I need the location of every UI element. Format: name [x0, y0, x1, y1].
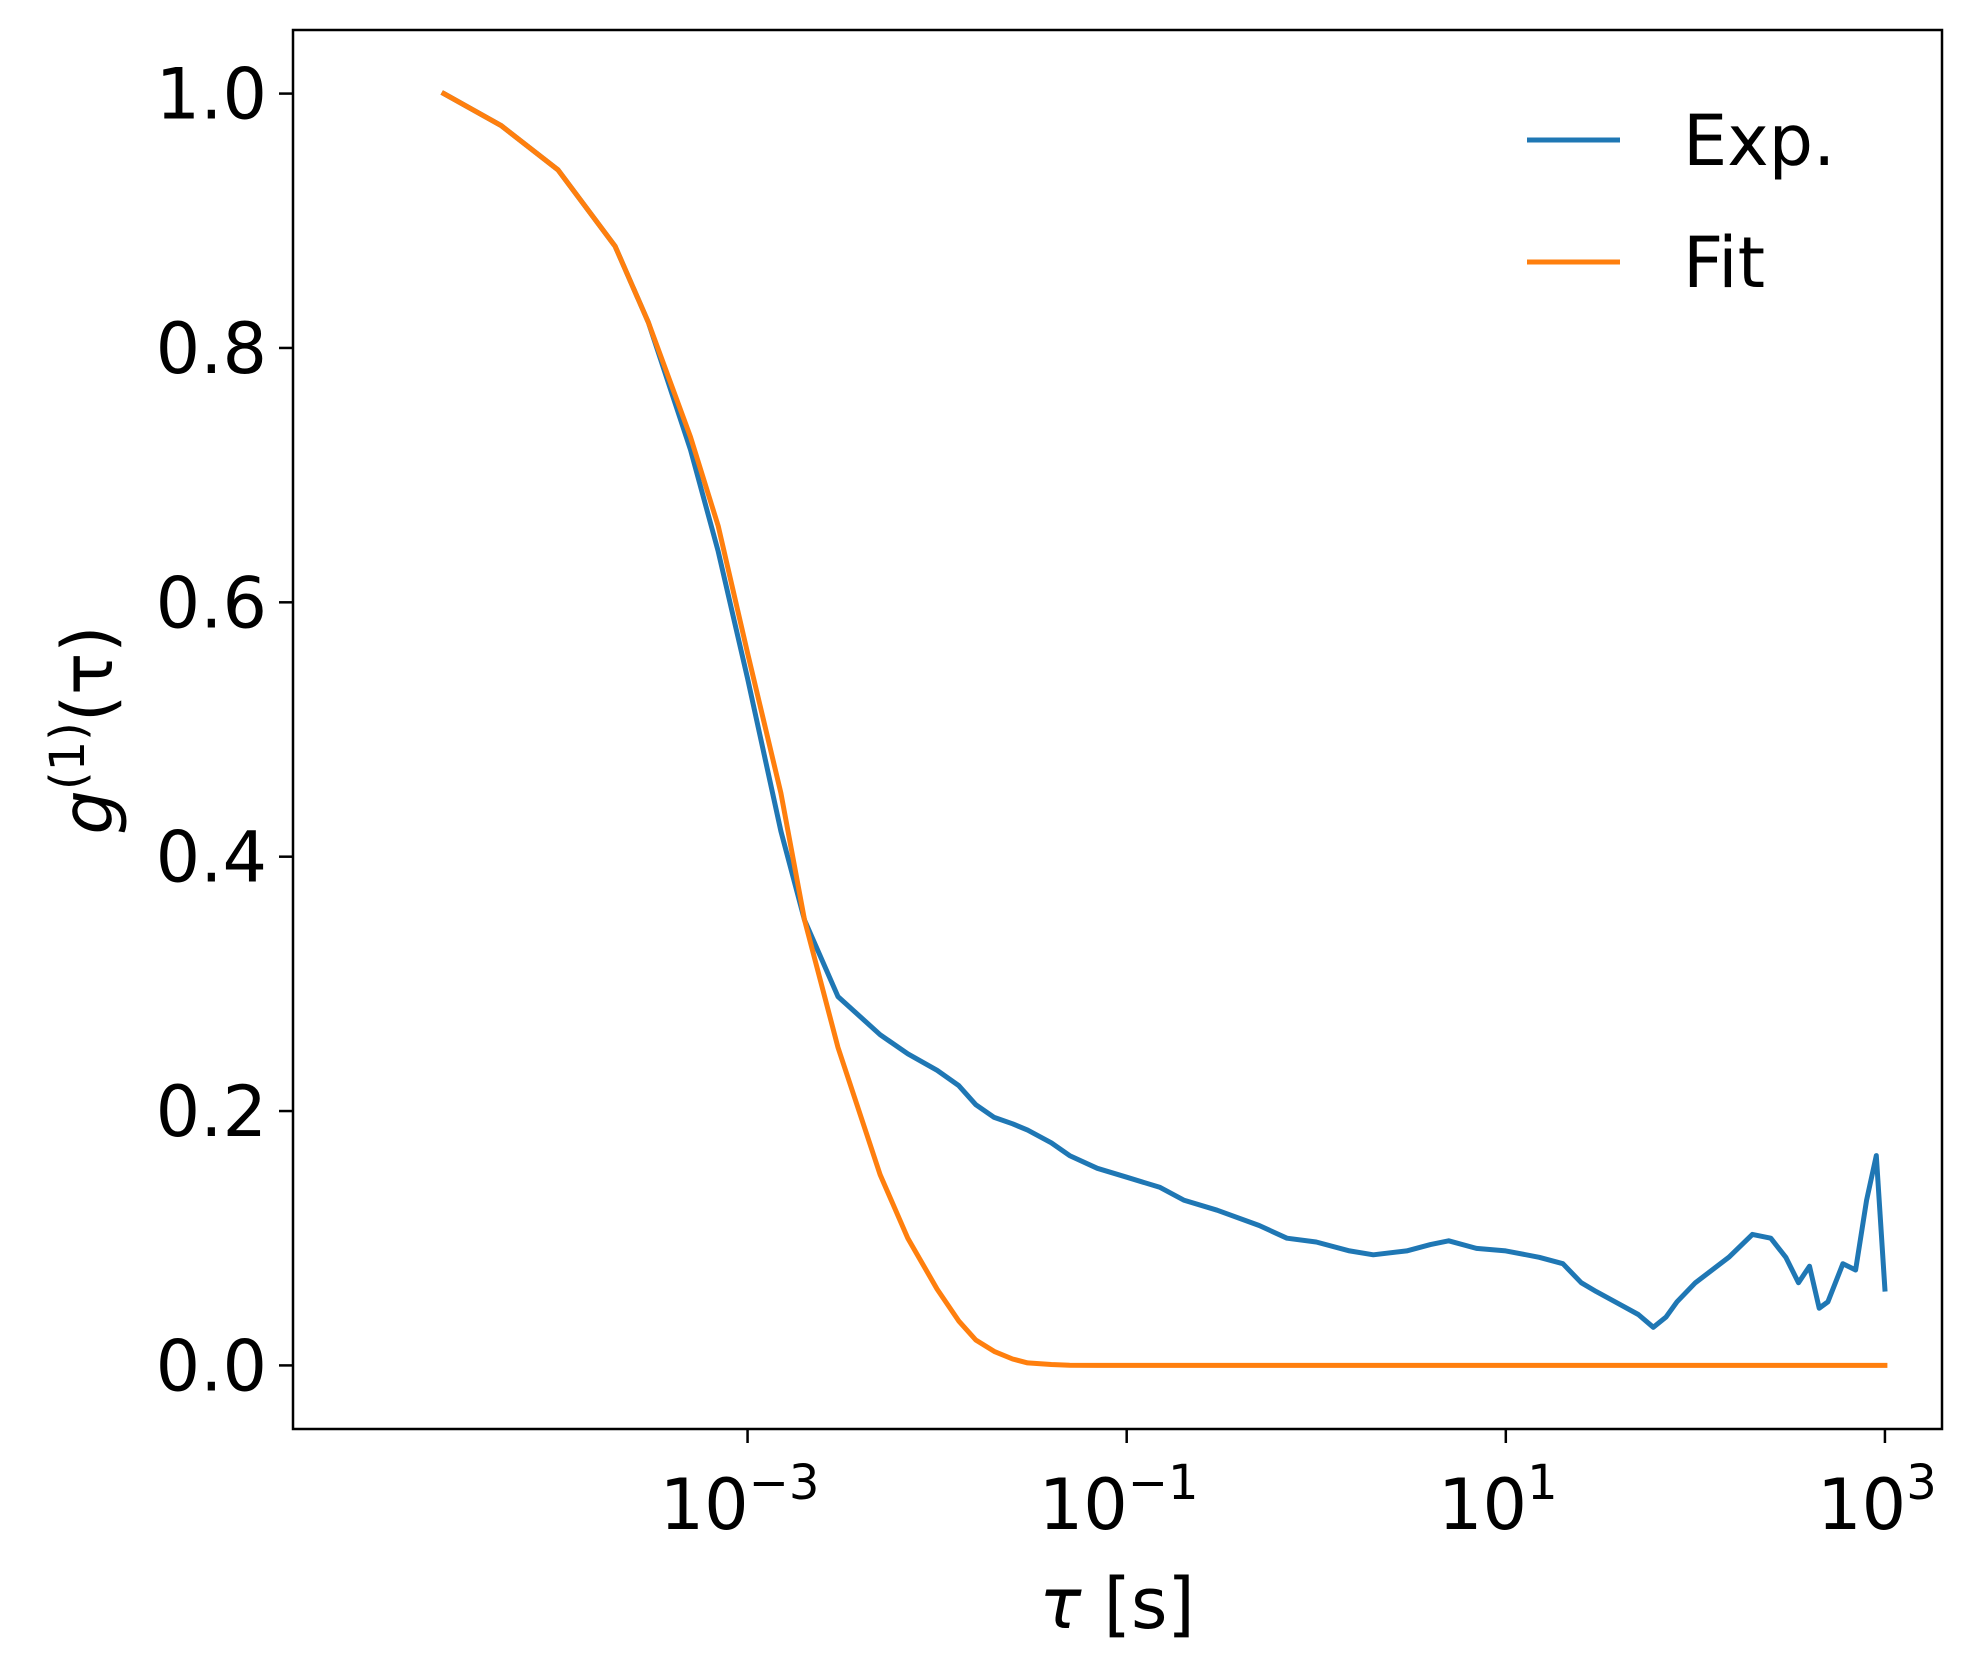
x-tick-exponent-3: 3: [1906, 1455, 1937, 1511]
y-axis-label: g(1)(τ): [40, 625, 129, 834]
y-tick-label-4: 0.8: [156, 308, 267, 390]
x-tick-exponent-0: −3: [749, 1455, 820, 1511]
y-tick-label-2: 0.4: [156, 817, 267, 899]
y-tick-label-5: 1.0: [156, 54, 267, 136]
x-tick-exponent-2: 1: [1527, 1455, 1558, 1511]
legend-label-fit: Fit: [1683, 222, 1765, 304]
legend-label-exp: Exp.: [1683, 100, 1835, 182]
x-tick-label-1: 10−1: [1039, 1455, 1199, 1546]
series-line-exp: [440, 90, 1888, 1330]
x-axis: 10−3 10−1 101 103: [660, 1429, 1937, 1546]
x-tick-base-0: 10: [660, 1464, 749, 1546]
legend: Exp. Fit: [1527, 100, 1835, 304]
x-axis-symbol: τ: [1039, 1563, 1082, 1645]
x-tick-base-2: 10: [1438, 1464, 1527, 1546]
x-tick-base-1: 10: [1039, 1464, 1128, 1546]
series-line-fit: [440, 90, 1888, 1368]
y-tick-label-3: 0.6: [156, 562, 267, 644]
x-tick-label-0: 10−3: [660, 1455, 820, 1546]
y-axis-g: g: [47, 790, 129, 834]
y-axis-superscript: (1): [40, 722, 96, 790]
x-tick-label-2: 101: [1438, 1455, 1558, 1546]
x-tick-label-3: 103: [1817, 1455, 1937, 1546]
y-axis-argument: (τ): [47, 625, 129, 722]
y-tick-label-0: 0.0: [156, 1325, 267, 1407]
plot-frame: [291, 28, 1944, 1431]
x-tick-exponent-1: −1: [1128, 1455, 1199, 1511]
plot-area: [440, 90, 1888, 1368]
x-axis-label: τ [s]: [1039, 1563, 1195, 1645]
x-axis-unit: [s]: [1081, 1563, 1194, 1645]
y-axis: 0.0 0.2 0.4 0.6 0.8 1.0: [156, 54, 293, 1407]
y-tick-label-1: 0.2: [156, 1071, 267, 1153]
x-tick-base-3: 10: [1817, 1464, 1906, 1546]
